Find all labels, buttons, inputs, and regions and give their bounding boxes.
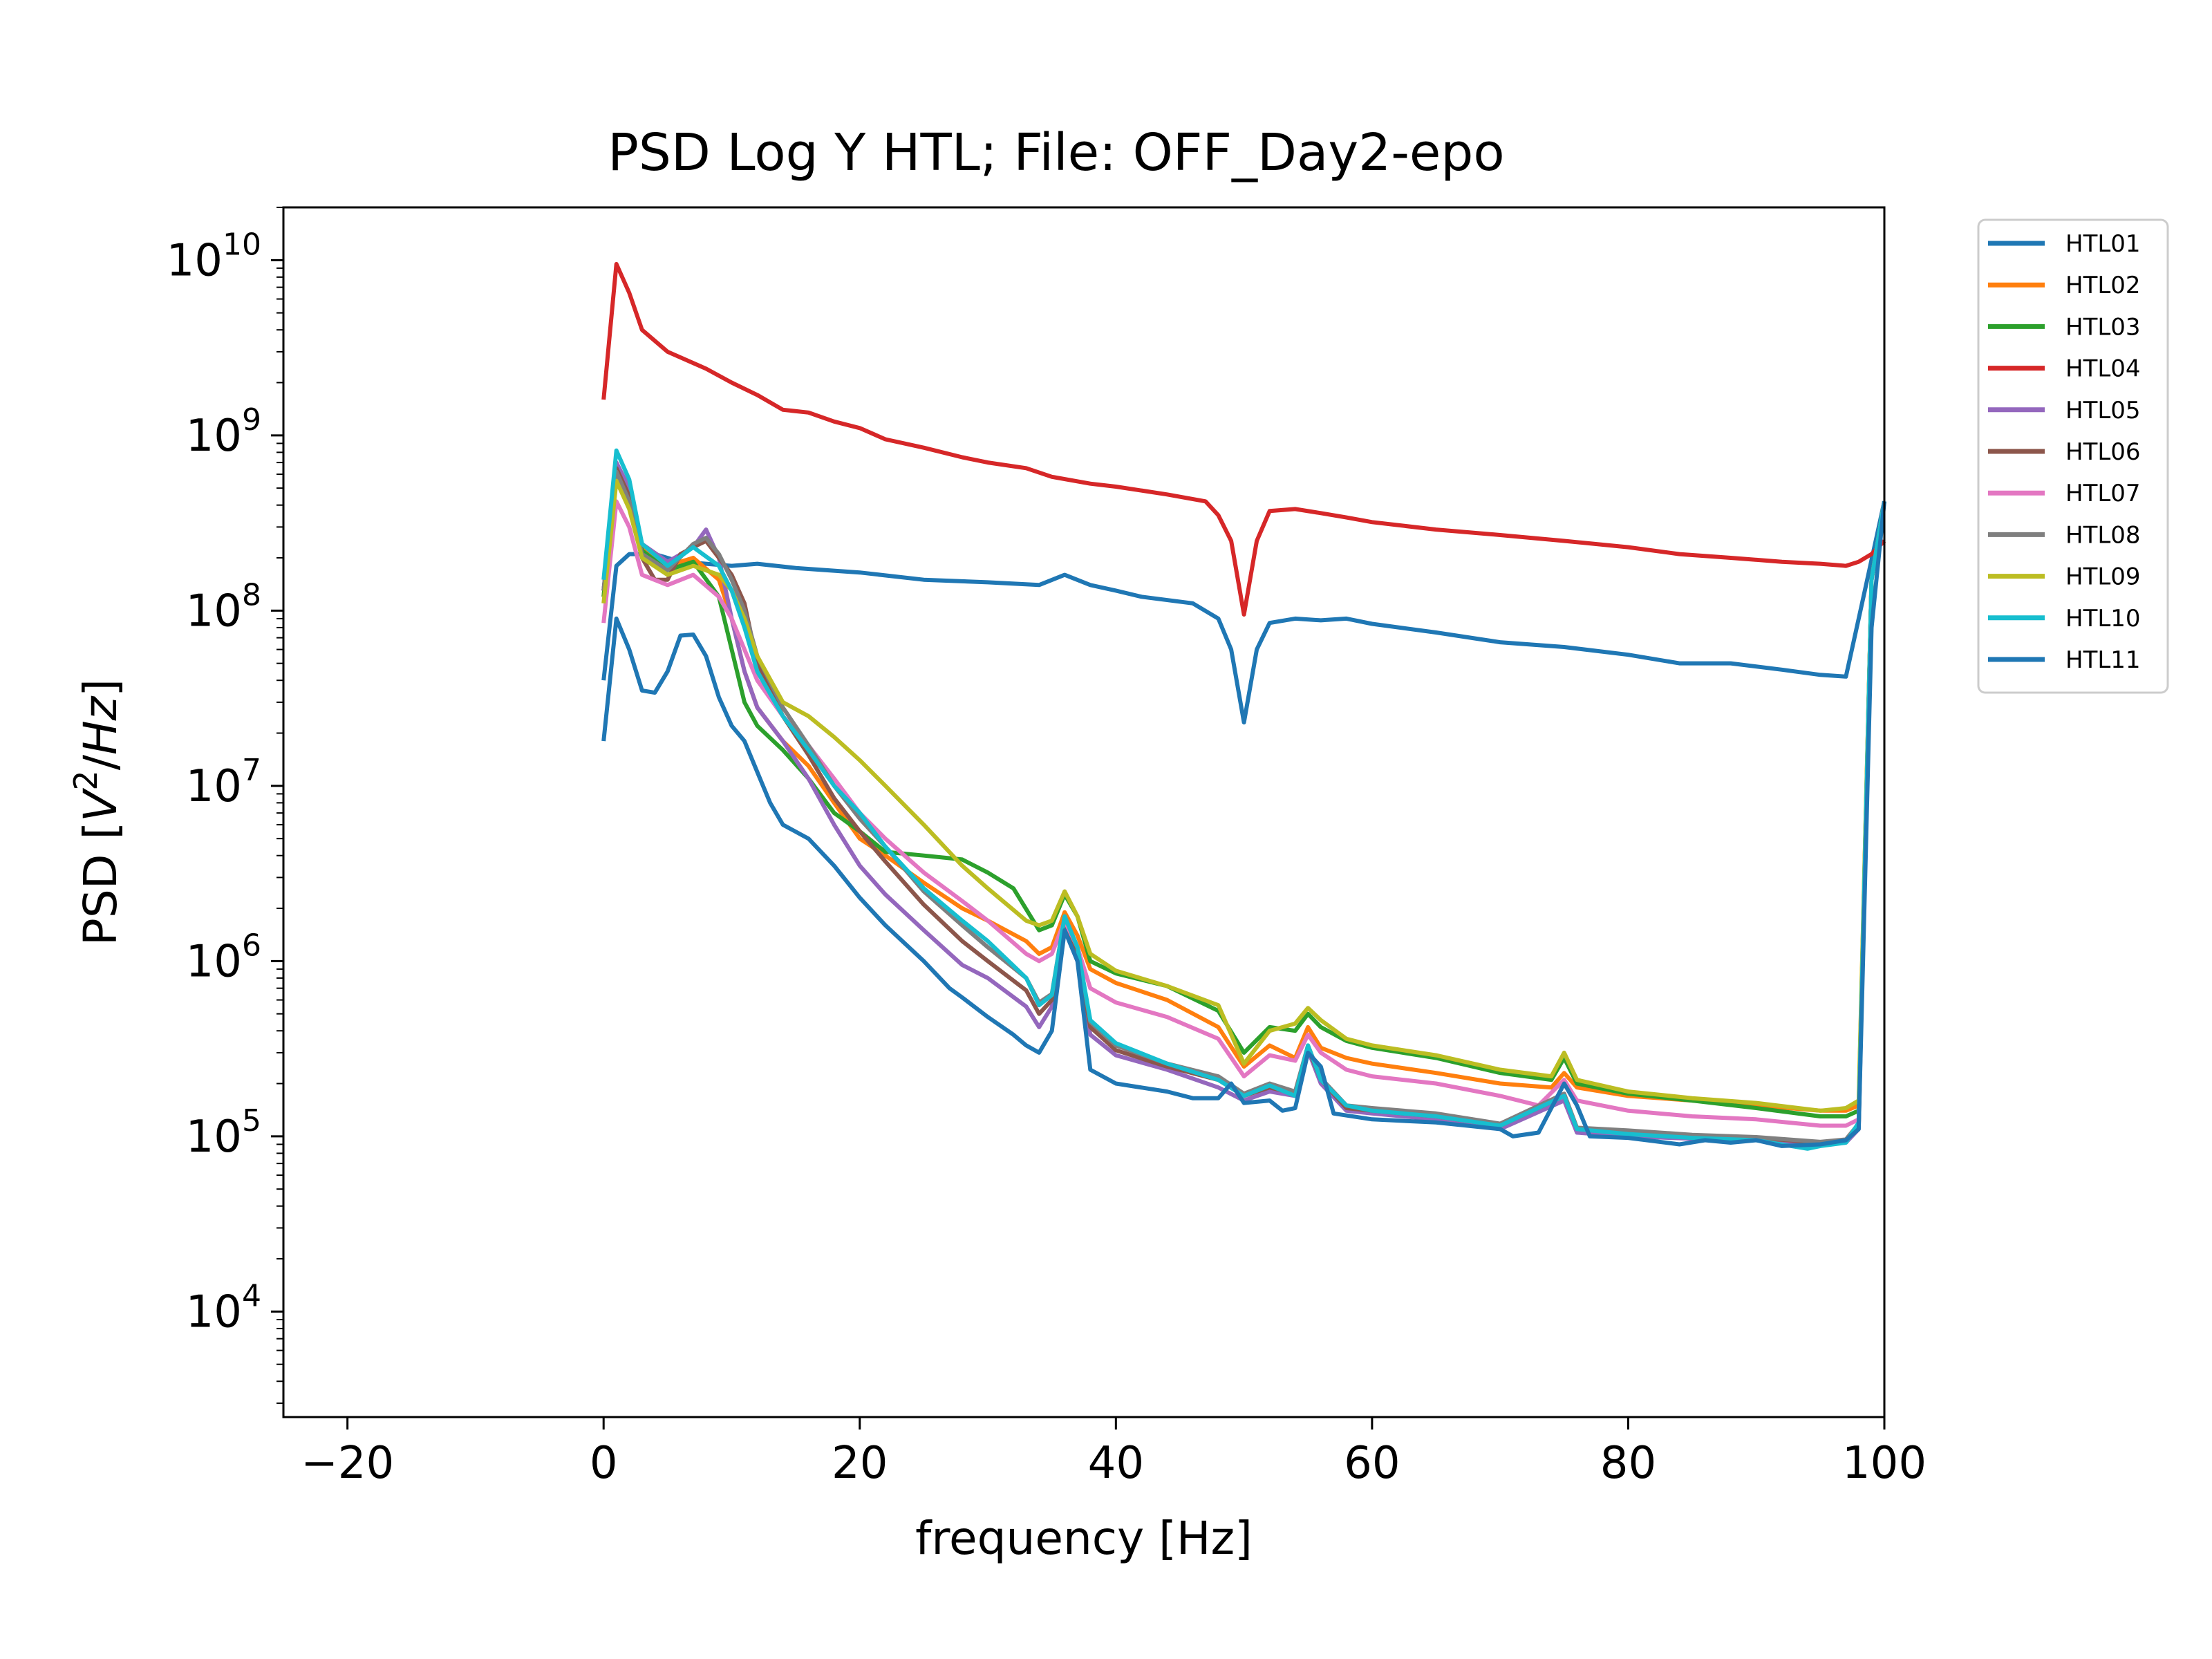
series-line-htl10 [601,448,1886,1151]
x-tick-label: −20 [301,1438,394,1489]
legend-label: HTL11 [2065,646,2141,674]
x-tick-label: 20 [832,1438,888,1489]
series-line-htl05 [601,460,1886,1147]
x-tick-label: 80 [1600,1438,1656,1489]
series-line-htl08 [601,469,1886,1144]
y-axis-label-text: PSD [V2/Hz] [67,679,127,946]
y-tick-label: 107 [186,753,261,812]
series-layer [601,262,1886,1151]
y-tick-label: 104 [186,1278,261,1338]
series-line-htl11 [601,500,1886,1148]
y-tick-label: 1010 [167,227,261,286]
legend-label: HTL06 [2065,438,2141,466]
legend-label: HTL08 [2065,521,2141,549]
plot-frame [282,206,1886,1418]
series-line-htl02 [601,466,1886,1113]
legend-label: HTL04 [2065,355,2141,383]
legend-label: HTL10 [2065,605,2141,632]
legend-label: HTL02 [2065,272,2141,299]
x-tick-label: 100 [1842,1438,1927,1489]
y-tick-label: 106 [186,928,261,987]
y-axis: 104 105 106 107 108 109 1010 [167,207,283,1404]
series-line-htl09 [601,478,1886,1113]
x-tick-label: 40 [1088,1438,1144,1489]
series-line-htl04 [601,262,1886,617]
x-tick-label: 60 [1344,1438,1400,1489]
legend: HTL01 HTL02 HTL03 HTL04 HTL05 HTL06 HTL07 HTL08… [1977,218,2169,694]
legend-label: HTL05 [2065,397,2141,424]
chart-title: PSD Log Y HTL; File: OFF_Day2-epo [608,123,1504,182]
y-tick-label: 108 [186,577,261,637]
x-axis: −20 0 20 40 60 80 100 [301,1417,1927,1489]
series-line-htl07 [601,499,1886,1128]
y-axis-label: PSD [V2/Hz] [67,679,127,946]
legend-label: HTL09 [2065,563,2141,591]
legend-label: HTL01 [2065,230,2141,258]
legend-label: HTL03 [2065,313,2141,341]
x-axis-label: frequency [Hz] [915,1512,1253,1565]
x-tick-label: 0 [590,1438,618,1489]
series-line-htl03 [601,472,1886,1118]
y-tick-label: 109 [186,402,261,462]
legend-label: HTL07 [2065,480,2141,507]
series-line-htl01 [601,500,1886,725]
y-tick-label: 105 [186,1103,261,1163]
